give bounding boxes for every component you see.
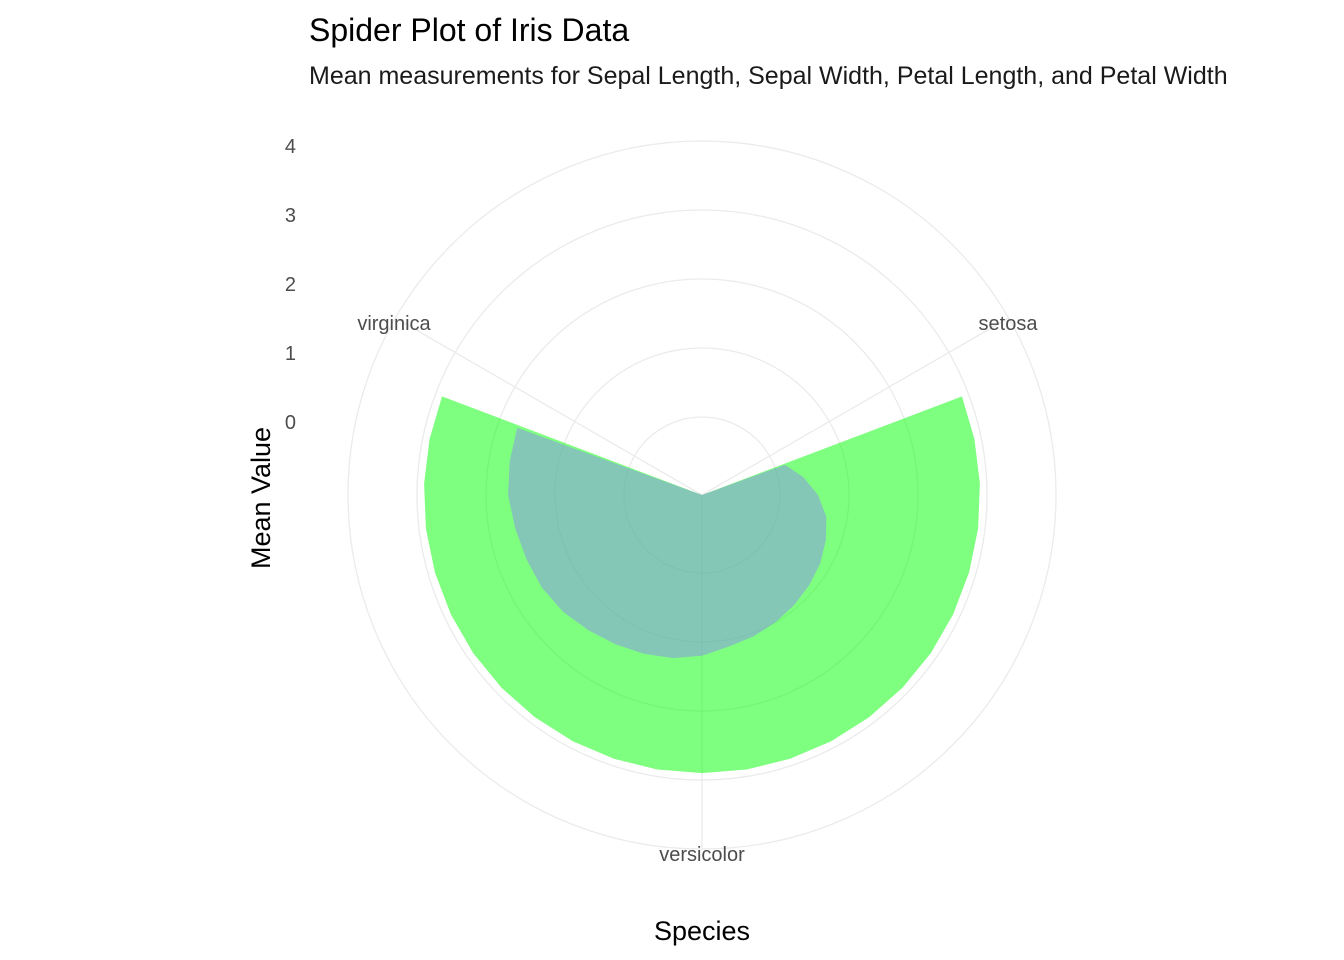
category-label-versicolor: versicolor bbox=[659, 844, 745, 866]
grid-spoke-setosa bbox=[701, 317, 1009, 496]
radial-tick-0: 0 bbox=[285, 412, 296, 434]
radial-tick-3: 3 bbox=[285, 205, 296, 227]
category-label-setosa: setosa bbox=[979, 313, 1039, 335]
data-layer-2 bbox=[508, 427, 827, 659]
data-layers bbox=[424, 396, 980, 774]
radial-tick-4: 4 bbox=[285, 136, 296, 158]
chart-title: Spider Plot of Iris Data bbox=[309, 12, 629, 48]
x-axis-title: Species bbox=[654, 916, 750, 946]
category-labels: setosa versicolor virginica bbox=[357, 313, 1038, 866]
grid-spoke-virginica bbox=[395, 317, 703, 496]
category-label-virginica: virginica bbox=[357, 313, 431, 335]
y-axis-title: Mean Value bbox=[246, 427, 276, 569]
radial-tick-labels: 0 1 2 3 4 bbox=[285, 136, 296, 434]
radial-tick-2: 2 bbox=[285, 274, 296, 296]
radial-tick-1: 1 bbox=[285, 343, 296, 365]
chart-subtitle: Mean measurements for Sepal Length, Sepa… bbox=[309, 62, 1228, 90]
